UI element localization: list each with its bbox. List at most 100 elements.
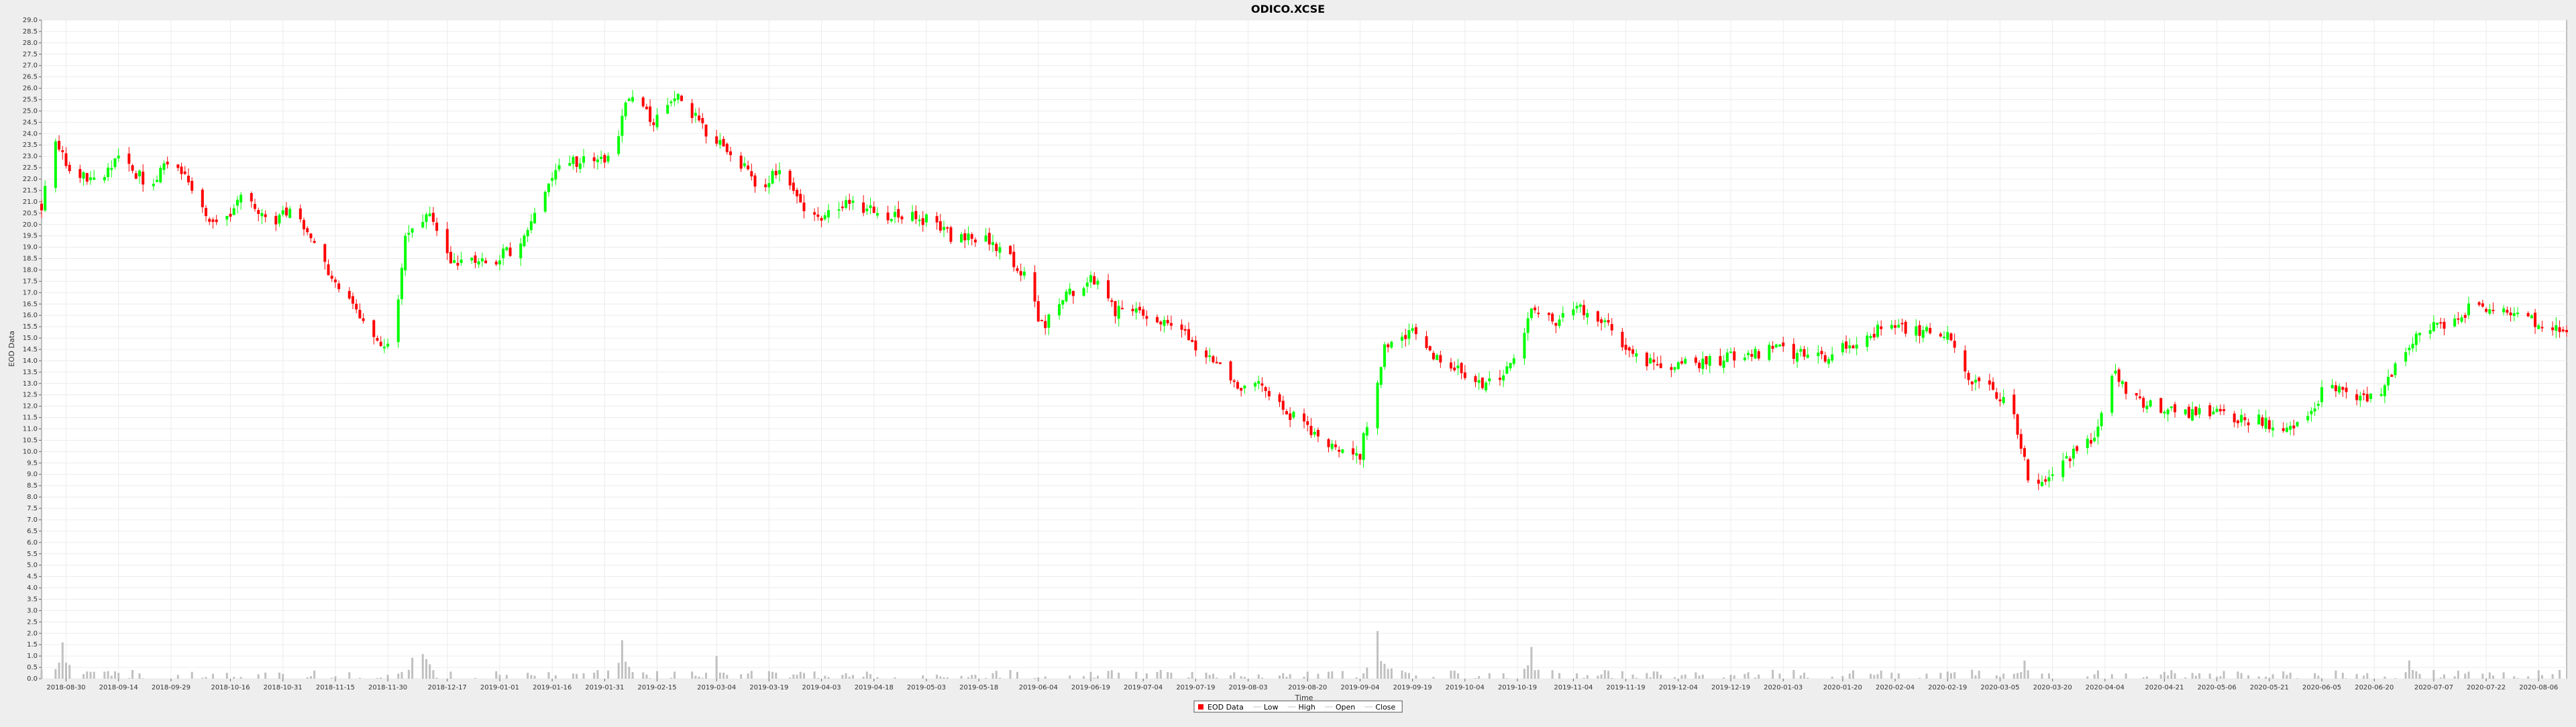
x-axis-label: Time [1295, 693, 1313, 702]
x-tick-label: 2018-12-17 [428, 684, 467, 691]
candle-down [215, 219, 218, 223]
volume-bar [1925, 673, 1928, 679]
candle-down [1992, 382, 1995, 390]
candle-down [1918, 325, 1921, 336]
volume-bar [233, 677, 235, 679]
y-tick-label: 19.0 [23, 244, 38, 251]
candle-up [1673, 367, 1676, 370]
y-tick-label: 2.0 [27, 630, 38, 637]
candle-up [778, 170, 782, 174]
candle-down [1750, 353, 1754, 357]
volume-bar [1083, 676, 1085, 679]
y-tick-label: 23.0 [23, 153, 38, 160]
volume-bar [2257, 676, 2260, 679]
volume-bar [607, 670, 610, 679]
volume-bar [2418, 673, 2421, 679]
candle-up [1778, 344, 1782, 347]
volume-bar [841, 675, 844, 679]
candle-down [1670, 367, 1673, 370]
candle-down [494, 262, 498, 265]
volume-bar [309, 676, 312, 679]
candle-down [2159, 398, 2163, 413]
candle-down [2292, 425, 2296, 429]
candle-down [2534, 313, 2537, 327]
candle-down [191, 180, 194, 191]
candle-up [743, 163, 746, 166]
candle-down [2117, 369, 2121, 382]
volume-bar [2170, 670, 2173, 679]
volume-bar [1586, 675, 1589, 679]
volume-bar [960, 675, 963, 679]
volume-bar [1212, 673, 1214, 679]
candle-up [2061, 460, 2065, 478]
volume-bar [1621, 671, 1623, 679]
candle-up [2411, 343, 2414, 349]
volume-bar [348, 672, 351, 679]
candle-up [911, 212, 914, 221]
candle-down [715, 136, 718, 144]
candle-down [2243, 417, 2247, 421]
candle-up [2002, 396, 2005, 403]
candle-up [2121, 381, 2124, 384]
volume-bar [2265, 676, 2267, 679]
volume-bar [985, 677, 987, 679]
legend-label: Open [1336, 703, 1355, 712]
candle-up [1208, 355, 1212, 357]
volume-bar [110, 675, 113, 679]
candle-down [841, 207, 844, 209]
volume-bar [1600, 674, 1603, 679]
volume-bar [282, 673, 284, 679]
candle-down [257, 210, 260, 215]
candle-down [2561, 329, 2565, 332]
candle-up [2414, 333, 2418, 345]
candle-down [250, 192, 253, 202]
volume-bar [1376, 630, 1379, 679]
candle-up [460, 260, 463, 264]
x-tick-label: 2019-10-19 [1498, 684, 1537, 691]
candle-up [2404, 352, 2408, 362]
candle-up [2240, 414, 2243, 423]
volume-bar [1303, 676, 1305, 679]
x-tick-label: 2019-10-04 [1446, 684, 1485, 691]
volume-bar [1355, 677, 1358, 679]
grid-lines [42, 19, 2567, 679]
candle-down [2526, 313, 2530, 317]
y-tick-label: 8.5 [27, 482, 38, 490]
volume-bar [1799, 675, 1802, 679]
candle-up [526, 230, 529, 237]
y-tick-label: 12.5 [23, 392, 38, 399]
candle-down [1428, 346, 1432, 351]
candle-down [1547, 313, 1550, 315]
candle-down [1953, 341, 1956, 348]
x-tick-label: 2019-09-04 [1340, 684, 1379, 691]
candle-up [1806, 354, 1809, 358]
candle-down [935, 216, 938, 223]
volume-bar [334, 676, 337, 679]
candle-up [894, 211, 897, 217]
volume-bar [2488, 672, 2491, 679]
candle-up [2096, 427, 2100, 437]
candle-up [89, 177, 92, 180]
candle-down [788, 170, 792, 186]
candle-down [796, 190, 799, 197]
candle-down [645, 107, 648, 109]
candle-down [1582, 304, 1586, 315]
volume-bar [1778, 673, 1781, 679]
candle-down [1929, 327, 1932, 333]
volume-bar [2502, 672, 2505, 679]
candle-down [2477, 302, 2481, 305]
volume-bar [1502, 673, 1505, 679]
candle-up [2289, 426, 2292, 430]
candle-down [698, 115, 701, 121]
candle-up [1722, 360, 1725, 368]
candle-up [1400, 337, 1403, 341]
candle-down [435, 222, 439, 231]
legend-label: High [1299, 703, 1316, 712]
volume-bar [68, 665, 71, 679]
candle-up [2359, 396, 2362, 401]
candle-up [669, 101, 673, 103]
candle-down [484, 260, 488, 264]
candle-down [2282, 428, 2285, 431]
candle-up [477, 261, 480, 265]
candle-down [2558, 327, 2561, 333]
